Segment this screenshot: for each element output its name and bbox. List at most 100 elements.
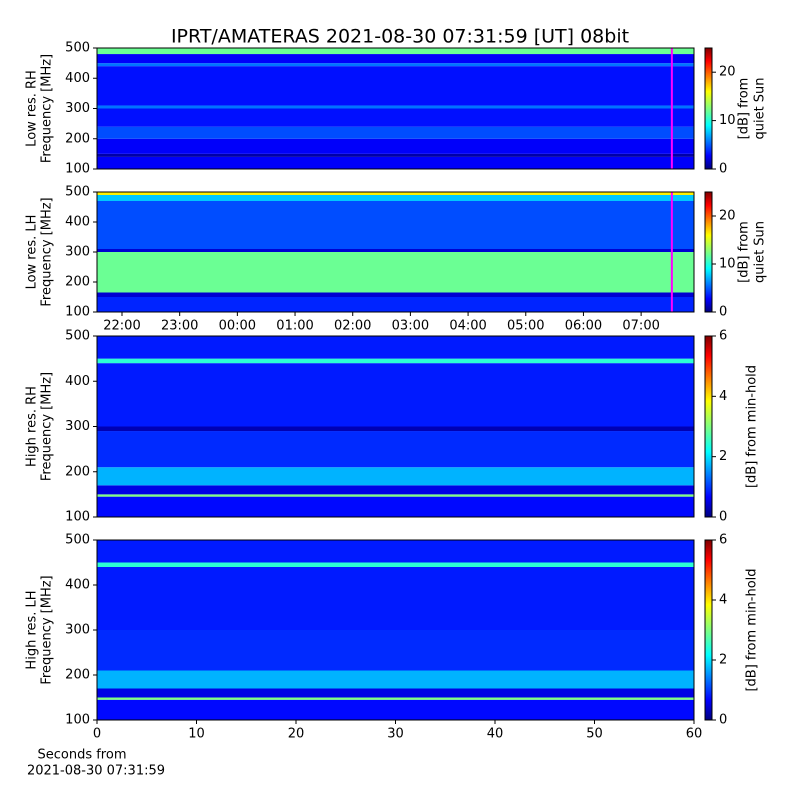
y-tick-label: 500	[65, 533, 90, 548]
title: IPRT/AMATERAS 2021-08-30 07:31:59 [UT] 0…	[171, 26, 629, 48]
colorbar-tick-label: 6	[719, 329, 727, 344]
colorbar-label: [dB] from min-hold	[745, 568, 760, 691]
colorbar-label: [dB] from	[737, 78, 752, 140]
y-tick-label: 200	[65, 668, 90, 683]
x-tick-label: 0	[93, 727, 101, 742]
heat-band	[97, 485, 694, 495]
colorbar-label: quiet Sun	[753, 77, 768, 139]
y-tick-label: 500	[65, 41, 90, 56]
heat-band	[97, 156, 694, 169]
colorbar-tick-label: 10	[719, 113, 736, 128]
colorbar-tick-label: 0	[719, 162, 727, 177]
x-tick-label: 01:00	[276, 319, 313, 334]
heat-band	[97, 630, 694, 671]
colorbar-tick-label: 20	[719, 65, 736, 80]
colorbar-tick-label: 6	[719, 533, 727, 548]
heat-band	[97, 138, 694, 154]
heat-band	[97, 192, 694, 195]
y-tick-label: 300	[65, 101, 90, 116]
x-tick-label: 50	[586, 727, 603, 742]
heat-band	[97, 431, 694, 468]
y-tick-label: 300	[65, 419, 90, 434]
colorbar-tick-label: 20	[719, 209, 736, 224]
y-tick-label: 200	[65, 131, 90, 146]
x-axis-label: 2021-08-30 07:31:59	[27, 764, 165, 779]
heat-band	[97, 567, 694, 630]
heat-band	[97, 66, 694, 106]
heat-band	[97, 249, 694, 252]
heat-band	[97, 297, 694, 312]
x-tick-label: 10	[188, 727, 205, 742]
y-tick-label: 100	[65, 162, 90, 177]
colorbar	[704, 335, 713, 518]
colorbar-tick-label: 0	[719, 305, 727, 320]
x-tick-label: 07:00	[622, 319, 659, 334]
x-tick-label: 05:00	[507, 319, 544, 334]
heat-band	[97, 540, 694, 563]
heat-band	[97, 292, 694, 297]
y-tick-label: 300	[65, 623, 90, 638]
x-tick-label: 30	[387, 727, 404, 742]
colorbar	[704, 539, 713, 721]
heat-band	[97, 494, 694, 497]
heat-band	[97, 699, 694, 720]
colorbar	[704, 47, 713, 170]
x-tick-label: 04:00	[449, 319, 486, 334]
heat-band	[97, 363, 694, 427]
y-tick-label: 100	[65, 305, 90, 320]
y-axis-label: Low res. RH	[25, 70, 40, 147]
heat-band	[97, 562, 694, 567]
heat-band	[97, 496, 694, 517]
x-tick-label: 40	[487, 727, 504, 742]
y-axis-label: Frequency [MHz]	[40, 54, 55, 163]
heat-band	[97, 697, 694, 700]
heat-band	[97, 201, 694, 249]
x-tick-label: 00:00	[219, 319, 256, 334]
x-tick-label: 22:00	[103, 319, 140, 334]
heat-band	[97, 48, 694, 55]
x-tick-label: 03:00	[392, 319, 429, 334]
heat-band	[97, 108, 694, 127]
x-tick-label: 60	[686, 727, 703, 742]
colorbar-tick-label: 0	[719, 713, 727, 728]
heat-band	[97, 153, 694, 157]
x-axis-label: Seconds from	[37, 748, 126, 763]
colorbar-label: [dB] from	[737, 221, 752, 283]
x-tick-label: 02:00	[334, 319, 371, 334]
colorbar-tick-label: 10	[719, 257, 736, 272]
colorbar	[704, 191, 713, 313]
heat-band	[97, 688, 694, 698]
y-axis-label: High res. RH	[25, 386, 40, 467]
x-tick-label: 20	[288, 727, 305, 742]
colorbar-tick-label: 0	[719, 510, 727, 525]
heat-band	[97, 336, 694, 359]
y-tick-label: 100	[65, 713, 90, 728]
y-axis-label: Frequency [MHz]	[40, 372, 55, 481]
heat-band	[97, 467, 694, 486]
y-tick-label: 400	[65, 578, 90, 593]
heat-band	[97, 670, 694, 689]
y-axis-label: Frequency [MHz]	[40, 575, 55, 684]
heat-band	[97, 426, 694, 432]
colorbar-label: quiet Sun	[753, 221, 768, 283]
heat-band	[97, 63, 694, 67]
colorbar-tick-label: 4	[719, 593, 727, 608]
y-tick-label: 400	[65, 215, 90, 230]
heat-band	[97, 54, 694, 64]
y-tick-label: 400	[65, 374, 90, 389]
y-axis-label: Frequency [MHz]	[40, 197, 55, 306]
heat-band	[97, 358, 694, 364]
y-axis-label: Low res. LH	[25, 215, 40, 290]
heat-band	[97, 252, 694, 293]
y-tick-label: 200	[65, 275, 90, 290]
y-tick-label: 300	[65, 245, 90, 260]
colorbar-tick-label: 2	[719, 653, 727, 668]
y-tick-label: 400	[65, 71, 90, 86]
heat-band	[97, 126, 694, 139]
y-tick-label: 200	[65, 464, 90, 479]
y-tick-label: 100	[65, 510, 90, 525]
y-tick-label: 500	[65, 185, 90, 200]
heat-band	[97, 105, 694, 109]
heat-band	[97, 195, 694, 201]
